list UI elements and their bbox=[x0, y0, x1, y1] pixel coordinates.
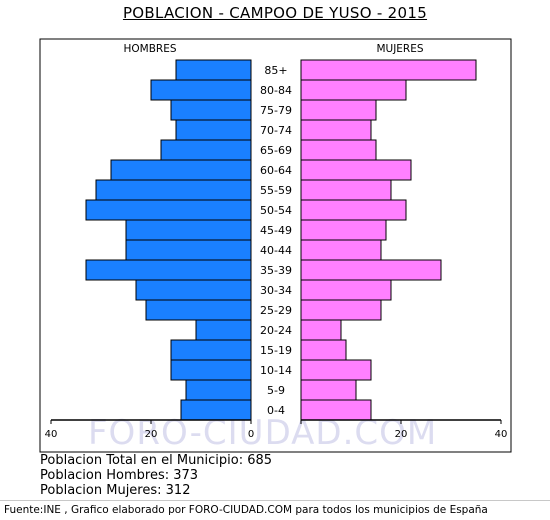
age-label: 70-74 bbox=[260, 124, 292, 137]
bar-mujeres-75-79 bbox=[300, 99, 377, 121]
bar-mujeres-70-74 bbox=[300, 119, 372, 141]
age-label: 55-59 bbox=[260, 184, 292, 197]
stat-hombres: Poblacion Hombres: 373 bbox=[40, 468, 199, 483]
x-tick-label: 40 bbox=[45, 429, 58, 440]
age-label: 65-69 bbox=[260, 144, 292, 157]
bar-hombres-45-49 bbox=[125, 219, 252, 241]
legend-hombres: HOMBRES bbox=[123, 43, 176, 55]
age-label: 60-64 bbox=[260, 164, 292, 177]
bar-mujeres-80-84 bbox=[300, 79, 407, 101]
bar-mujeres-50-54 bbox=[300, 199, 407, 221]
bar-hombres-30-34 bbox=[135, 279, 252, 301]
bar-mujeres-0-4 bbox=[300, 399, 372, 421]
bar-hombres-80-84 bbox=[150, 79, 252, 101]
bar-hombres-70-74 bbox=[175, 119, 252, 141]
age-label: 80-84 bbox=[260, 84, 292, 97]
age-label: 35-39 bbox=[260, 264, 292, 277]
bar-mujeres-5-9 bbox=[300, 379, 357, 401]
age-label: 30-34 bbox=[260, 284, 292, 297]
age-label: 0-4 bbox=[267, 404, 285, 417]
bar-hombres-10-14 bbox=[170, 359, 252, 381]
bar-mujeres-55-59 bbox=[300, 179, 392, 201]
stat-mujeres: Poblacion Mujeres: 312 bbox=[40, 483, 191, 498]
age-label: 25-29 bbox=[260, 304, 292, 317]
bar-mujeres-45-49 bbox=[300, 219, 387, 241]
age-label: 75-79 bbox=[260, 104, 292, 117]
age-label: 20-24 bbox=[260, 324, 292, 337]
age-label: 50-54 bbox=[260, 204, 292, 217]
bar-mujeres-35-39 bbox=[300, 259, 442, 281]
bar-hombres-35-39 bbox=[85, 259, 252, 281]
legend-mujeres: MUJERES bbox=[376, 43, 423, 55]
bar-hombres-85+ bbox=[175, 59, 252, 81]
stat-total: Poblacion Total en el Municipio: 685 bbox=[40, 453, 273, 468]
bar-hombres-40-44 bbox=[125, 239, 252, 261]
x-tick-label: 40 bbox=[495, 429, 508, 440]
bar-mujeres-15-19 bbox=[300, 339, 347, 361]
plot-frame bbox=[39, 38, 512, 453]
x-tick-label: 20 bbox=[395, 429, 408, 440]
bar-mujeres-40-44 bbox=[300, 239, 382, 261]
age-label: 10-14 bbox=[260, 364, 292, 377]
x-tick-label: 0 bbox=[248, 429, 254, 440]
bar-hombres-55-59 bbox=[95, 179, 252, 201]
bar-mujeres-10-14 bbox=[300, 359, 372, 381]
bar-mujeres-85+ bbox=[300, 59, 477, 81]
bar-mujeres-60-64 bbox=[300, 159, 412, 181]
x-tick-label: 20 bbox=[145, 429, 158, 440]
bar-hombres-25-29 bbox=[145, 299, 252, 321]
bar-mujeres-20-24 bbox=[300, 319, 342, 341]
age-label: 85+ bbox=[264, 64, 287, 77]
bar-mujeres-25-29 bbox=[300, 299, 382, 321]
bar-hombres-5-9 bbox=[185, 379, 252, 401]
age-label: 5-9 bbox=[267, 384, 285, 397]
age-label: 45-49 bbox=[260, 224, 292, 237]
bar-hombres-60-64 bbox=[110, 159, 252, 181]
bar-mujeres-30-34 bbox=[300, 279, 392, 301]
footer-source: Fuente:INE , Grafico elaborado por FORO-… bbox=[0, 500, 550, 520]
age-label: 15-19 bbox=[260, 344, 292, 357]
bar-hombres-75-79 bbox=[170, 99, 252, 121]
bar-hombres-65-69 bbox=[160, 139, 252, 161]
bar-mujeres-65-69 bbox=[300, 139, 377, 161]
bar-hombres-50-54 bbox=[85, 199, 252, 221]
bar-hombres-20-24 bbox=[195, 319, 252, 341]
chart-title: POBLACION - CAMPOO DE YUSO - 2015 bbox=[122, 4, 428, 22]
bar-hombres-0-4 bbox=[180, 399, 252, 421]
age-label: 40-44 bbox=[260, 244, 292, 257]
bar-hombres-15-19 bbox=[170, 339, 252, 361]
population-pyramid: 0-4 5-9 10-14 15-19 20-24 25-29 30-34 35-39 40-4… bbox=[39, 38, 512, 453]
